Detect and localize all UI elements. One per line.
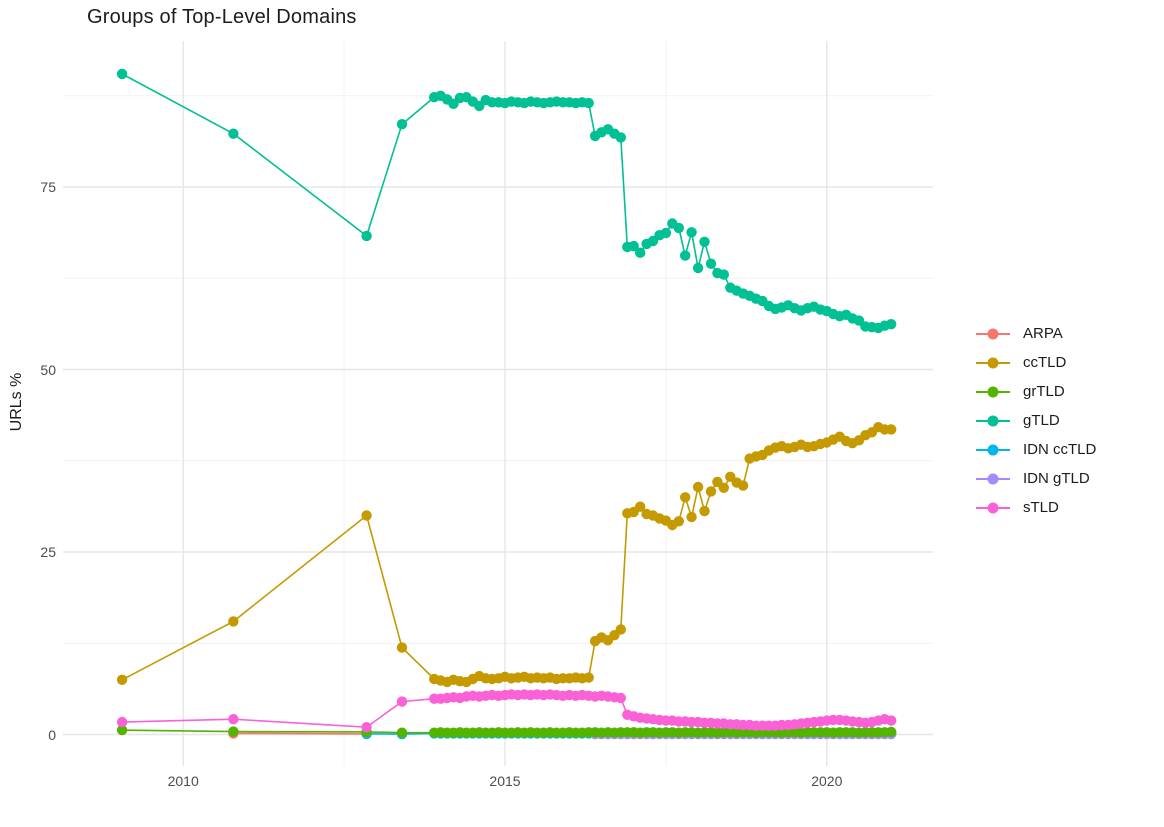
legend-label-stld: sTLD [1023,499,1059,516]
legend-item-gtld: gTLD [976,406,1096,435]
legend-label-idn-gtld: IDN gTLD [1023,470,1090,487]
legend-key-dot [987,415,999,426]
legend-key-icon-cctld [976,357,1010,369]
legend-item-stld: sTLD [976,493,1096,522]
legend-key-dot [987,328,999,339]
series-points-cctld [116,422,897,688]
legend-item-arpa: ARPA [976,319,1096,348]
chart-title: Groups of Top-Level Domains [87,6,357,28]
y-tick-label-50: 50 [40,361,56,378]
legend-key-icon-arpa [976,328,1010,340]
legend-label-arpa: ARPA [1023,325,1063,342]
x-tick-label-2015: 2015 [489,773,521,789]
x-tick-label-2010: 2010 [167,773,199,789]
series-line-arpa [233,732,367,735]
legend-label-cctld: ccTLD [1023,354,1067,371]
series-line-gtld [121,73,892,329]
legend-item-idn-gtld: IDN gTLD [976,464,1096,493]
legend-item-grtld: grTLD [976,377,1096,406]
legend-key-dot [987,473,999,484]
gridlines-minor [63,41,933,766]
x-tick-label-2020: 2020 [811,773,843,789]
legend-key-dot [987,357,999,368]
y-tick-label-75: 75 [40,179,56,195]
legend-key-icon-idn-cctld [976,444,1010,456]
legend-key-icon-grtld [976,386,1010,398]
legend-item-cctld: ccTLD [976,348,1096,377]
y-tick-label-25: 25 [40,544,56,560]
series-points-stld [116,689,897,733]
legend-label-grtld: grTLD [1023,383,1065,400]
y-tick-label-0: 0 [48,726,56,743]
legend-item-idn-cctld: IDN ccTLD [976,435,1096,464]
legend-key-icon-gtld [976,415,1010,427]
series-points-grtld [116,724,897,738]
legend-label-idn-cctld: IDN ccTLD [1023,441,1097,458]
legend-key-dot [987,444,999,455]
legend-key-dot [987,386,999,397]
gridlines-major [63,41,933,766]
series-points-gtld [116,68,897,334]
legend-key-dot [987,502,999,513]
legend-label-gtld: gTLD [1023,412,1060,429]
legend-key-icon-idn-gtld [976,473,1010,485]
legend-key-icon-stld [976,502,1010,514]
legend: ARPA ccTLD grTLD gTLD IDN ccTLD IDN gTLD sTLD [976,319,1096,522]
